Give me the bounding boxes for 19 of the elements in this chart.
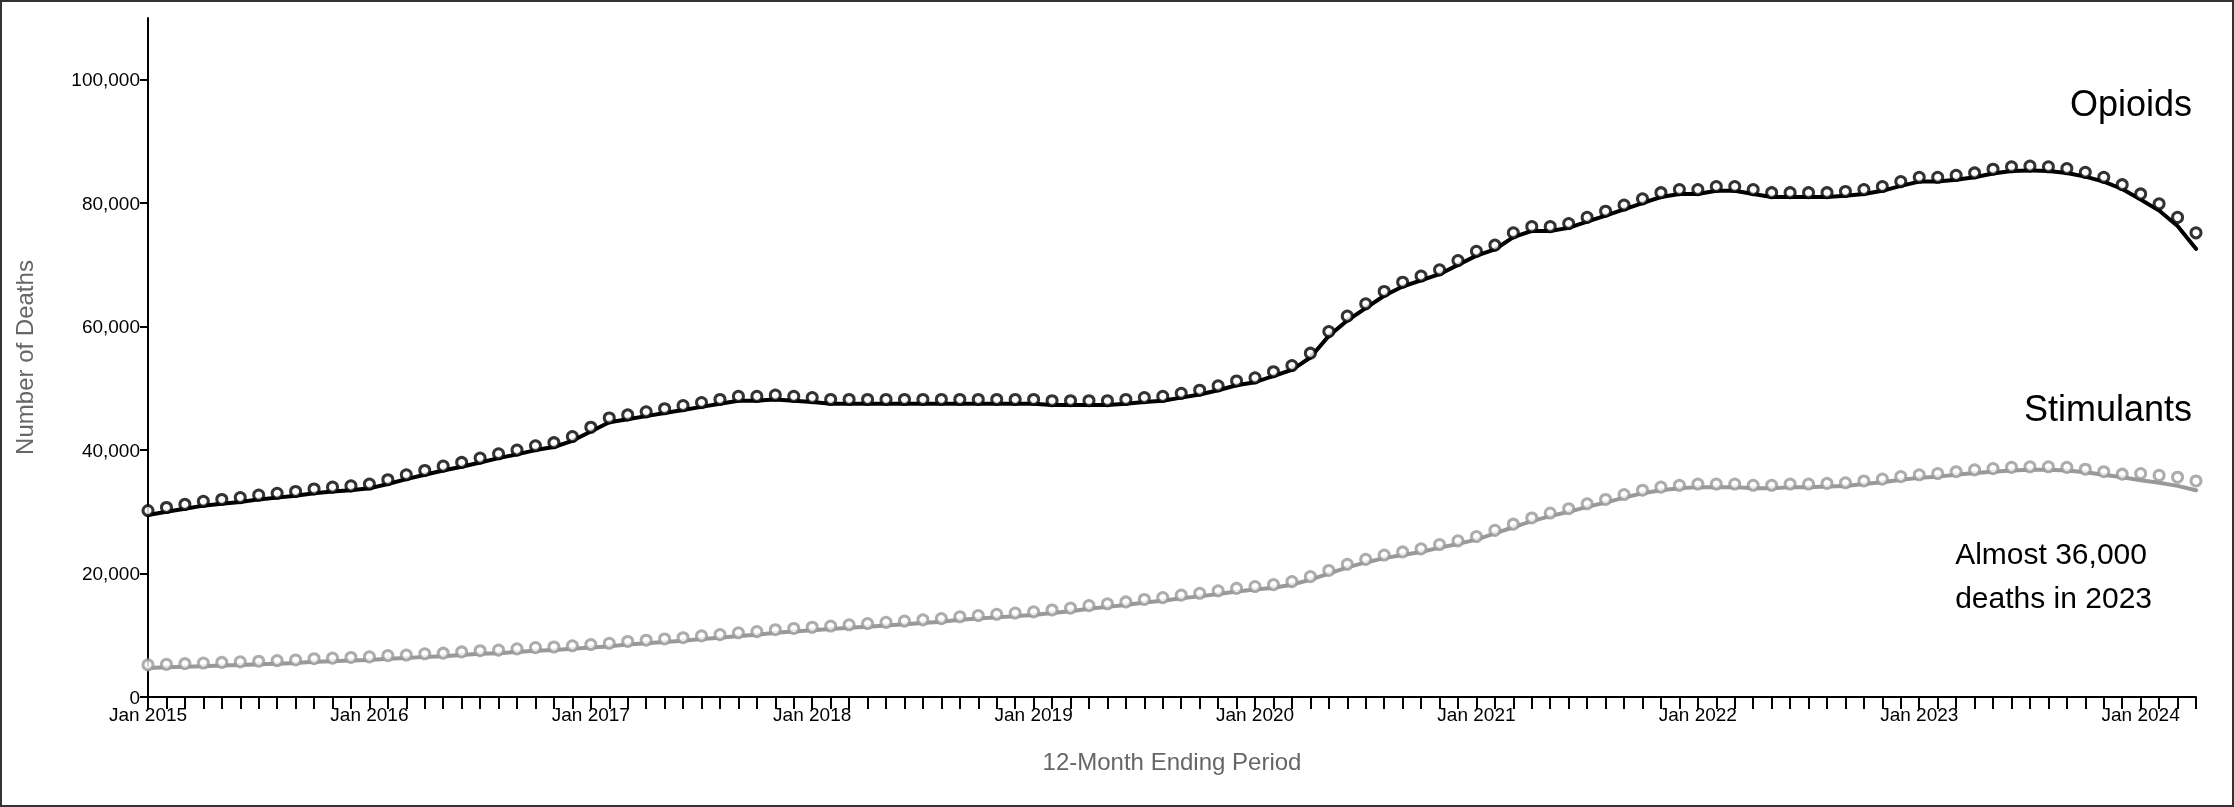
- y-axis-title: Number of Deaths: [10, 260, 38, 455]
- x-tick-label: Jan 2021: [1437, 704, 1516, 725]
- y-tick-label: 20,000: [81, 563, 140, 585]
- annotation: Stimulants: [2023, 387, 2193, 429]
- x-tick-label: Jan 2017: [551, 704, 630, 725]
- x-tick-label: Jan 2018: [773, 704, 852, 725]
- x-tick-label: Jan 2016: [330, 704, 409, 725]
- y-tick-label: 40,000: [81, 439, 140, 461]
- y-tick-label: 80,000: [81, 192, 140, 214]
- x-tick-label: Jan 2022: [1658, 704, 1737, 725]
- x-tick-label: Jan 2024: [2101, 704, 2181, 725]
- x-tick-label: Jan 2019: [994, 704, 1073, 725]
- annotation: Almost 36,000 deaths in 2023: [1955, 537, 2153, 614]
- y-tick-label: 60,000: [81, 316, 140, 338]
- y-tick-label: 100,000: [71, 69, 140, 91]
- annotation: Opioids: [2069, 82, 2192, 124]
- x-tick-label: Jan 2020: [1215, 704, 1295, 725]
- x-axis-title: 12-Month Ending Period: [1042, 747, 1302, 775]
- x-tick-label: Jan 2023: [1880, 704, 1959, 725]
